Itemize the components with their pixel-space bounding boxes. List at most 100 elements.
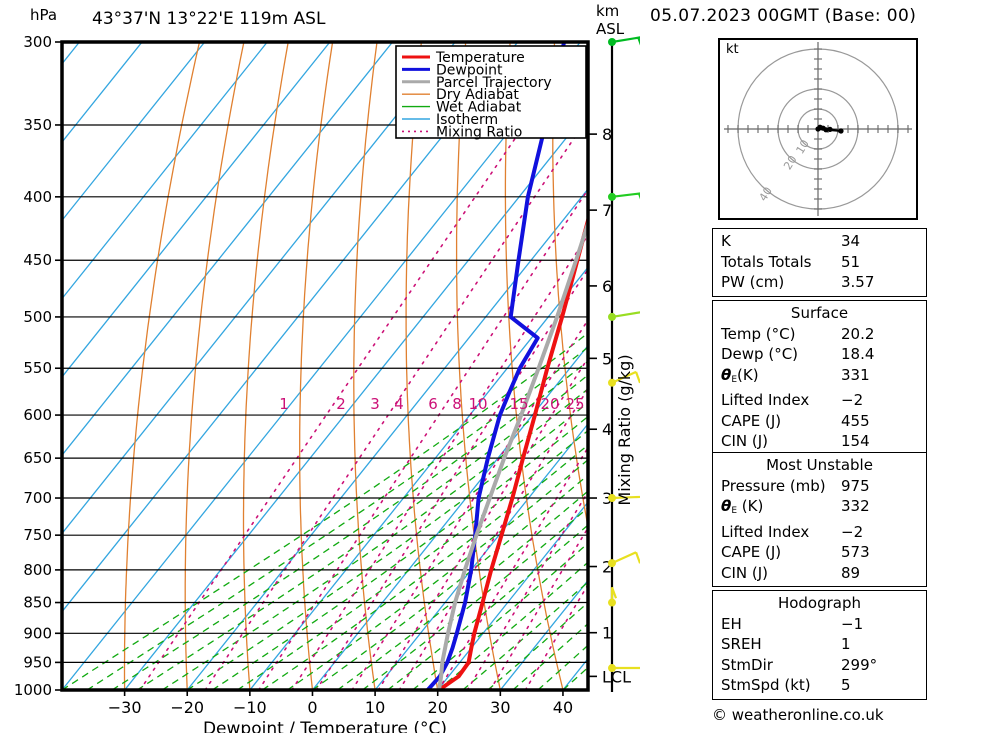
- hodograph-stat-row: SREH 1: [713, 634, 926, 655]
- hodograph-stat-row: StmDir 299°: [713, 655, 926, 676]
- pressure-unit-label: hPa: [30, 6, 57, 24]
- skewt-panel: 300 350 400 450 500 550 600 650 700 750 800 850 900 9…: [14, 2, 640, 733]
- most-unstable-row: Pressure (mb) 975: [713, 476, 926, 497]
- most-unstable-key: CIN (J): [721, 563, 769, 582]
- surface-value: 455: [841, 411, 870, 430]
- pressure-tick-label: 600: [23, 406, 52, 424]
- temperature-tick-label: 0: [307, 698, 317, 717]
- altitude-unit-label: km: [596, 2, 619, 20]
- altitude-tick-label: 2: [602, 558, 612, 577]
- altitude-tick-label: LCL: [602, 667, 631, 686]
- legend-label: Dewpoint: [436, 62, 503, 78]
- pressure-tick-label: 300: [23, 33, 52, 51]
- most-unstable-box: Most Unstable Pressure (mb) 975 θE (K) 332 Li…: [712, 452, 927, 587]
- surface-value: 18.4: [841, 345, 875, 363]
- surface-row: Temp (°C) 20.2: [713, 324, 926, 345]
- mixing-ratio-value-label: 1: [279, 395, 289, 413]
- run-title: 05.07.2023 00GMT (Base: 00): [650, 6, 917, 26]
- most-unstable-value: 89: [841, 563, 861, 582]
- mixing-ratio-value-label: 25: [565, 395, 584, 413]
- hodograph-unit-label: kt: [726, 42, 739, 57]
- wind-barb: [608, 494, 640, 503]
- index-value: 34: [841, 232, 861, 250]
- legend-label: Dry Adiabat: [436, 87, 519, 103]
- hodograph-ring-label: 20: [781, 153, 799, 172]
- surface-value: 331: [841, 365, 870, 384]
- pressure-tick-label: 450: [23, 251, 52, 269]
- most-unstable-value: 332: [841, 497, 870, 515]
- mixing-ratio-value-label: 8: [452, 395, 462, 413]
- most-unstable-value: −2: [841, 522, 864, 541]
- pressure-tick-label: 350: [23, 116, 52, 134]
- most-unstable-value: 573: [841, 543, 870, 561]
- index-key: PW (cm): [721, 273, 785, 291]
- mixing-ratio-value-label: 6: [428, 395, 438, 413]
- mixing-ratio-value-label: 2: [336, 395, 346, 413]
- surface-value: 154: [841, 432, 870, 450]
- pressure-tick-label: 550: [23, 359, 52, 377]
- surface-row: Lifted Index −2: [713, 390, 926, 411]
- hodograph-stat-key: EH: [721, 614, 742, 633]
- hodograph-stat-title: Hodograph: [777, 594, 862, 612]
- pressure-tick-label: 800: [23, 561, 52, 579]
- hodograph-panel: kt 10 20 40: [718, 38, 918, 220]
- surface-value: −2: [841, 391, 864, 409]
- pressure-tick-label: 850: [23, 594, 52, 612]
- surface-value: 20.2: [841, 324, 875, 343]
- altitude-tick-label: 1: [602, 624, 612, 643]
- index-key: K: [721, 232, 731, 250]
- surface-key: CAPE (J): [721, 411, 782, 430]
- pressure-tick-label: 1000: [14, 681, 52, 699]
- index-value: 3.57: [841, 273, 875, 291]
- right-column: 05.07.2023 00GMT (Base: 00) kt 10 20 40 K 3…: [640, 0, 1000, 733]
- index-value: 51: [841, 252, 861, 271]
- wind-barb: [608, 664, 640, 673]
- temperature-tick-label: 40: [553, 698, 573, 717]
- most-unstable-row: θE (K) 332: [713, 496, 926, 522]
- wind-barb: [608, 36, 640, 46]
- wind-barb: [608, 551, 640, 568]
- surface-box: Surface Temp (°C) 20.2 Dewp (°C) 18.4 θE(K) 33…: [712, 300, 927, 456]
- temperature-tick-label: 20: [428, 698, 448, 717]
- wind-barb: [608, 370, 640, 387]
- hodograph-stat-key: StmDir: [721, 655, 773, 674]
- most-unstable-key: CAPE (J): [721, 543, 782, 561]
- index-key: Totals Totals: [721, 252, 812, 271]
- temperature-tick-label: −20: [170, 698, 204, 717]
- hodograph-stat-value: −1: [841, 614, 864, 633]
- temperature-tick-label: −30: [108, 698, 142, 717]
- surface-row: CAPE (J) 455: [713, 411, 926, 432]
- surface-row: θE(K) 331: [713, 365, 926, 391]
- legend-label: Wet Adiabat: [436, 100, 522, 116]
- mixing-ratio-value-label: 10: [468, 395, 487, 413]
- hodograph-stat-value: 299°: [841, 655, 878, 674]
- index-row: Totals Totals 51: [713, 252, 926, 273]
- altitude-tick-label: 6: [602, 277, 612, 296]
- most-unstable-key: Lifted Index: [721, 522, 810, 541]
- temperature-axis-ticks: −30 −20 −10 0 10 20 30 40: [108, 690, 573, 717]
- wind-barb: [608, 311, 640, 321]
- pressure-tick-label: 750: [23, 526, 52, 544]
- most-unstable-row: CIN (J) 89: [713, 563, 926, 584]
- hodograph-stat-value: 5: [841, 676, 851, 694]
- hodograph-stat-key: StmSpd (kt): [721, 676, 811, 694]
- pressure-axis-ticks: 300 350 400 450 500 550 600 650 700 750 800 850 900 9…: [14, 33, 62, 699]
- indices-box: K 34 Totals Totals 51 PW (cm) 3.57: [712, 228, 927, 297]
- hodograph-stat-key: SREH: [721, 635, 762, 653]
- mixing-ratio-axis-title: Mixing Ratio (g/kg): [615, 354, 634, 505]
- surface-key: Dewp (°C): [721, 345, 799, 363]
- most-unstable-row: CAPE (J) 573: [713, 542, 926, 563]
- altitude-tick-label: 7: [602, 201, 612, 220]
- wind-barb-column: [608, 36, 640, 692]
- surface-row: CIN (J) 154: [713, 431, 926, 452]
- temperature-tick-label: −10: [233, 698, 267, 717]
- hodograph-stat-value: 1: [841, 635, 851, 653]
- altitude-asl-label: ASL: [596, 20, 625, 38]
- pressure-tick-label: 950: [23, 653, 52, 671]
- altitude-tick-label: 5: [602, 349, 612, 368]
